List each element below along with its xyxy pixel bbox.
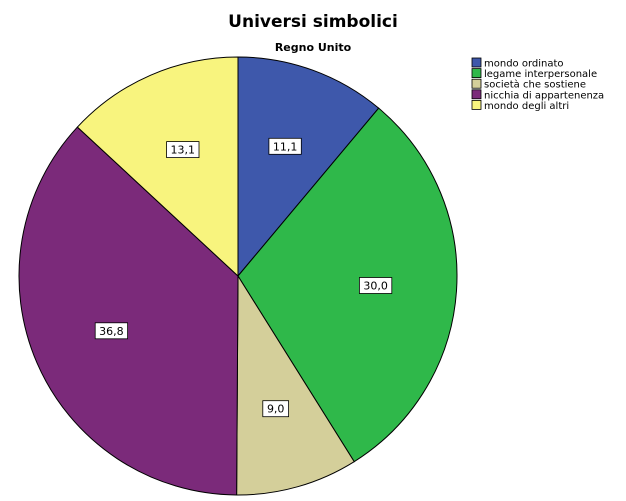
legend-swatch (471, 78, 482, 89)
legend-label: nicchia di appartenenza (484, 90, 604, 101)
legend-item: mondo degli altri (471, 100, 569, 112)
legend-item: legame interpersonale (471, 68, 597, 80)
pie-slice (76, 56, 239, 278)
legend-label: società che sostiene (484, 79, 586, 91)
data-label-box (268, 137, 302, 155)
pie-slice (236, 274, 355, 496)
legend-label: legame interpersonale (484, 69, 597, 80)
legend-label: mondo degli altri (484, 101, 569, 112)
data-label-text: 11,1 (273, 140, 298, 153)
legend-swatch (471, 57, 482, 68)
legend-swatch (471, 100, 482, 110)
pie-slices (18, 56, 458, 496)
data-label: 11,1 (268, 137, 302, 155)
data-label: 9,0 (262, 400, 289, 418)
pie-slice (237, 107, 458, 463)
legend-item: nicchia di appartenenza (471, 89, 604, 101)
legend-swatch (471, 68, 482, 78)
legend-swatch (471, 89, 482, 100)
data-label-text: 9,0 (267, 403, 285, 416)
legend-item: società che sostiene (471, 78, 586, 91)
data-label: 13,1 (166, 141, 200, 159)
chart-title: Universi simbolici (228, 12, 398, 32)
legend-item: mondo ordinato (471, 57, 564, 70)
data-label-text: 30,0 (363, 280, 388, 293)
pie-slice (18, 126, 239, 496)
pie-slice (237, 56, 380, 278)
data-label: 30,0 (358, 277, 393, 294)
legend-label: mondo ordinato (484, 59, 564, 70)
data-label-box (262, 400, 289, 418)
data-label: 36,8 (94, 322, 128, 340)
data-label-text: 13,1 (171, 144, 196, 157)
data-labels: 11,1 30,0 9,0 36,8 13,1 (94, 137, 393, 418)
data-label-box (358, 277, 393, 294)
data-label-box (166, 141, 200, 159)
data-label-text: 36,8 (99, 325, 124, 338)
data-label-box (94, 322, 128, 340)
chart-subtitle: Regno Unito (275, 41, 352, 54)
